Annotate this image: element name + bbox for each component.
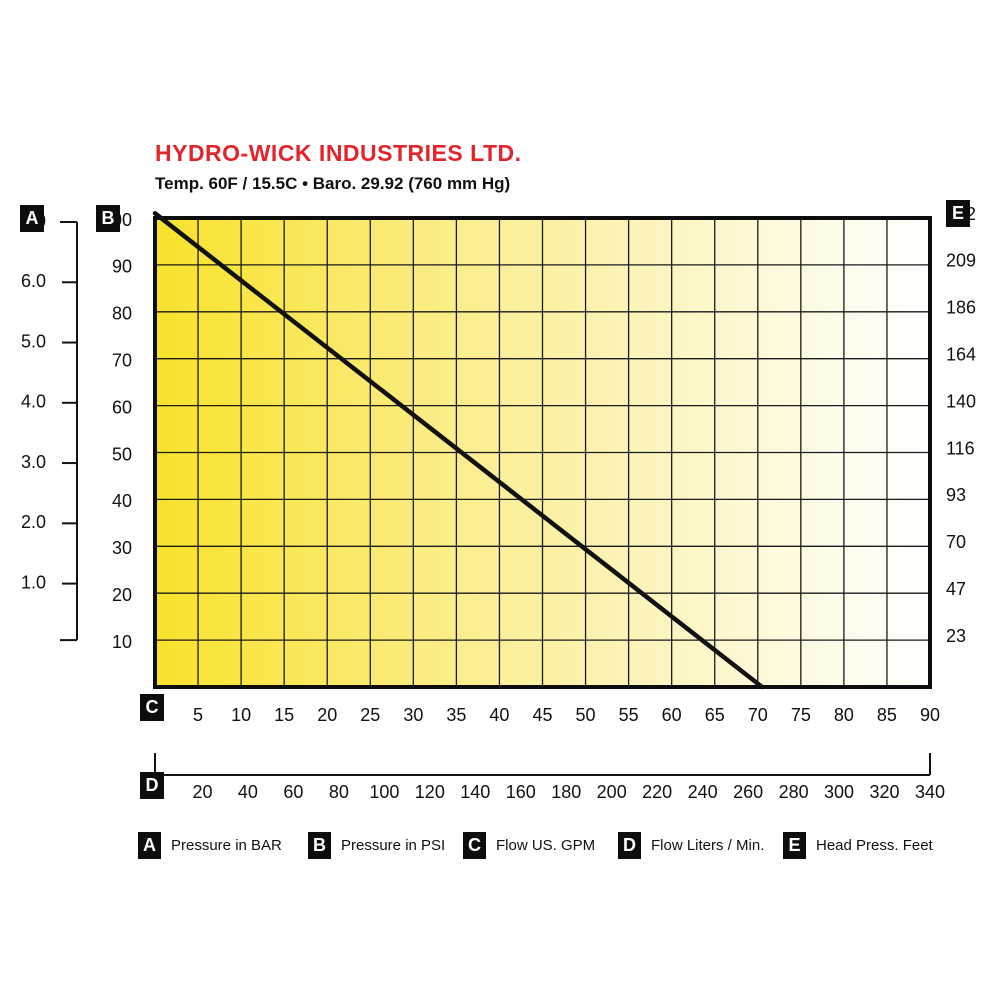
bar-tick-label: 6.0 bbox=[21, 271, 46, 291]
psi-tick-label: 20 bbox=[112, 585, 132, 605]
legend: A Pressure in BAR B Pressure in PSI C Flow US… bbox=[138, 832, 958, 862]
psi-tick-label: 60 bbox=[112, 397, 132, 417]
gpm-tick-label: 5 bbox=[193, 705, 203, 725]
liters-tick-label: 160 bbox=[506, 782, 536, 802]
gpm-tick-label: 10 bbox=[231, 705, 251, 725]
head-tick-label: 140 bbox=[946, 391, 976, 411]
gpm-tick-label: 65 bbox=[705, 705, 725, 725]
psi-tick-label: 30 bbox=[112, 538, 132, 558]
gpm-tick-label: 35 bbox=[446, 705, 466, 725]
grid-lines bbox=[155, 217, 931, 687]
legend-item: D Flow Liters / Min. bbox=[618, 832, 764, 859]
axis-badge-d-box bbox=[140, 772, 164, 799]
legend-item: C Flow US. GPM bbox=[463, 832, 595, 859]
bar-tick-label: 4.0 bbox=[21, 392, 46, 412]
head-tick-label: 93 bbox=[946, 485, 966, 505]
liters-tick-label: 20 bbox=[192, 782, 212, 802]
axis-badges: A B E C D bbox=[20, 200, 970, 799]
gpm-tick-label: 25 bbox=[360, 705, 380, 725]
liters-tick-label: 240 bbox=[688, 782, 718, 802]
gpm-tick-label: 30 bbox=[403, 705, 423, 725]
liters-tick-label: 200 bbox=[597, 782, 627, 802]
axis-badge-a-box bbox=[20, 205, 44, 232]
axis-badge-b-letter: B bbox=[102, 208, 115, 228]
chart-subtitle: Temp. 60F / 15.5C • Baro. 29.92 (760 mm … bbox=[155, 174, 511, 193]
axis-badge-c-letter: C bbox=[146, 697, 159, 717]
legend-badge: B bbox=[308, 832, 331, 859]
liters-tick-label: 120 bbox=[415, 782, 445, 802]
liters-tick-label: 60 bbox=[283, 782, 303, 802]
legend-badge: C bbox=[463, 832, 486, 859]
head-tick-label: 164 bbox=[946, 344, 976, 364]
liters-tick-label: 220 bbox=[642, 782, 672, 802]
psi-tick-label: 10 bbox=[112, 632, 132, 652]
plot-frame bbox=[153, 216, 932, 689]
gpm-tick-label: 50 bbox=[576, 705, 596, 725]
gpm-tick-label: 20 bbox=[317, 705, 337, 725]
bar-tick-label: 5.0 bbox=[21, 331, 46, 351]
psi-tick-label: 70 bbox=[112, 350, 132, 370]
pump-curve-line bbox=[152, 211, 765, 690]
legend-badge: A bbox=[138, 832, 161, 859]
gpm-tick-label: 40 bbox=[489, 705, 509, 725]
tick-labels: 1020304050607080901002322091861641401169… bbox=[21, 204, 976, 802]
liters-tick-label: 100 bbox=[369, 782, 399, 802]
gpm-tick-label: 70 bbox=[748, 705, 768, 725]
head-tick-label: 70 bbox=[946, 532, 966, 552]
axis-badge-c-box bbox=[140, 694, 164, 721]
axis-badge-e-letter: E bbox=[952, 203, 964, 223]
gpm-tick-label: 80 bbox=[834, 705, 854, 725]
legend-badge: E bbox=[783, 832, 806, 859]
legend-item: B Pressure in PSI bbox=[308, 832, 445, 859]
bar-tick-label: 1.0 bbox=[21, 572, 46, 592]
bar-tick-label: 2.0 bbox=[21, 512, 46, 532]
legend-label: Pressure in PSI bbox=[341, 837, 446, 854]
liters-tick-label: 180 bbox=[551, 782, 581, 802]
gpm-tick-label: 15 bbox=[274, 705, 294, 725]
chart-title: HYDRO-WICK INDUSTRIES LTD. bbox=[155, 140, 522, 166]
bar-tick-label: 3.0 bbox=[21, 452, 46, 472]
axis-badge-d-letter: D bbox=[146, 775, 159, 795]
psi-tick-label: 80 bbox=[112, 304, 132, 324]
head-tick-label: 47 bbox=[946, 579, 966, 599]
legend-badge: D bbox=[618, 832, 641, 859]
legend-label: Flow US. GPM bbox=[496, 837, 596, 854]
liters-tick-label: 300 bbox=[824, 782, 854, 802]
axis-badge-e-box bbox=[946, 200, 970, 227]
gpm-tick-label: 55 bbox=[619, 705, 639, 725]
gpm-tick-label: 60 bbox=[662, 705, 682, 725]
gpm-tick-label: 45 bbox=[532, 705, 552, 725]
head-tick-label: 209 bbox=[946, 251, 976, 271]
legend-item: A Pressure in BAR bbox=[138, 832, 282, 859]
liters-tick-label: 40 bbox=[238, 782, 258, 802]
gpm-tick-label: 85 bbox=[877, 705, 897, 725]
psi-tick-label: 40 bbox=[112, 491, 132, 511]
liters-tick-label: 80 bbox=[329, 782, 349, 802]
liters-tick-label: 340 bbox=[915, 782, 945, 802]
legend-label: Pressure in BAR bbox=[171, 837, 282, 854]
psi-tick-label: 50 bbox=[112, 444, 132, 464]
axis-badge-a-letter: A bbox=[26, 208, 39, 228]
gpm-tick-label: 75 bbox=[791, 705, 811, 725]
head-tick-label: 186 bbox=[946, 298, 976, 318]
legend-label: Head Press. Feet bbox=[816, 837, 933, 854]
legend-label: Flow Liters / Min. bbox=[651, 837, 765, 854]
liters-tick-label: 140 bbox=[460, 782, 490, 802]
liters-tick-label: 280 bbox=[779, 782, 809, 802]
gpm-tick-label: 90 bbox=[920, 705, 940, 725]
liters-tick-label: 320 bbox=[870, 782, 900, 802]
chart-marks bbox=[152, 211, 765, 690]
liters-tick-label: 260 bbox=[733, 782, 763, 802]
axis-badge-b-box bbox=[96, 205, 120, 232]
psi-tick-label: 90 bbox=[112, 257, 132, 277]
head-tick-label: 23 bbox=[946, 626, 966, 646]
legend-item: E Head Press. Feet bbox=[783, 832, 933, 859]
head-tick-label: 116 bbox=[946, 438, 975, 458]
